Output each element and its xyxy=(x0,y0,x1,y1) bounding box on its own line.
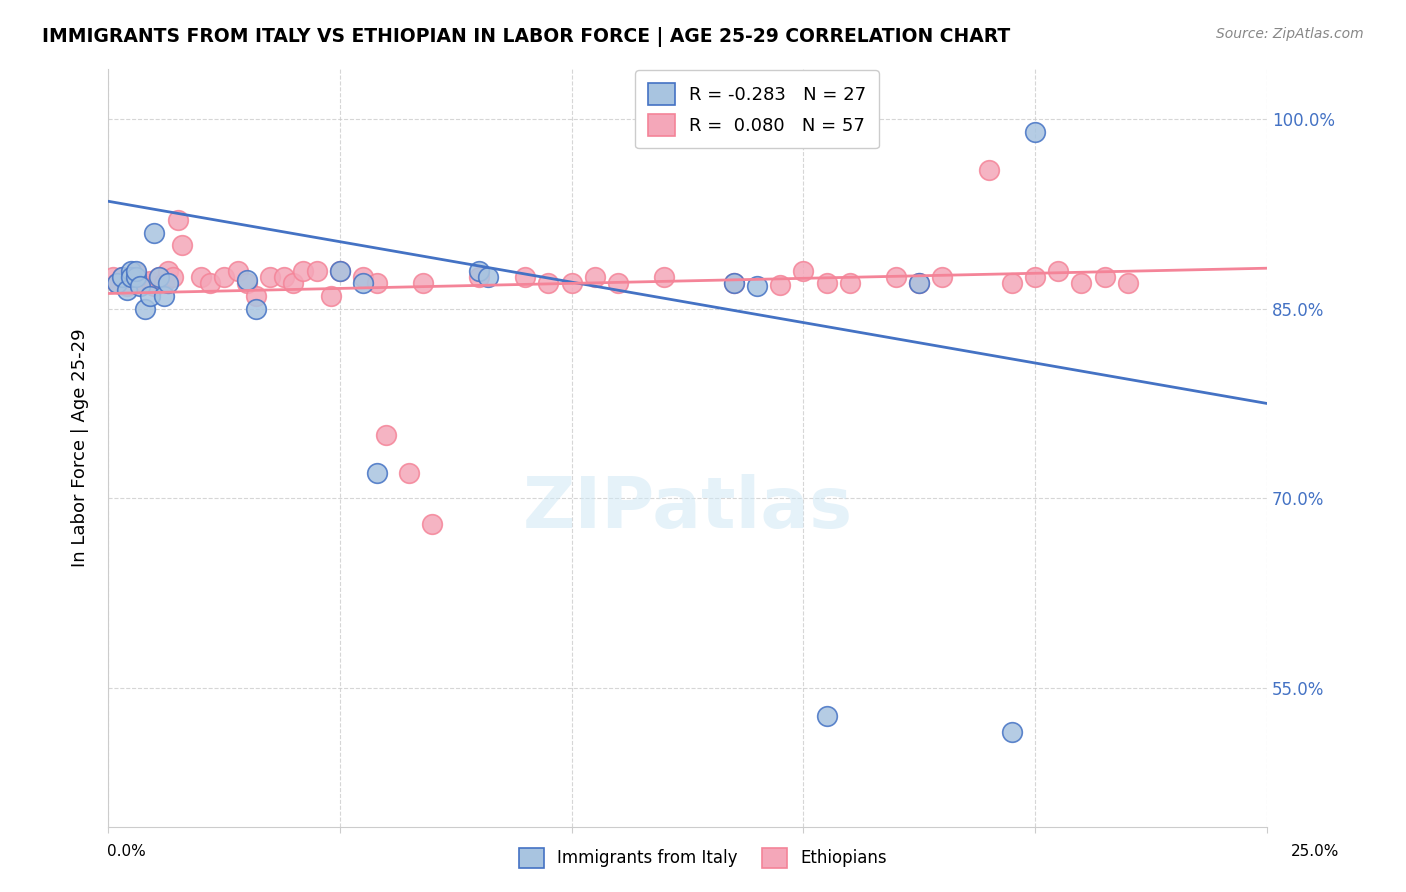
Point xyxy=(561,277,583,291)
Point xyxy=(111,270,134,285)
Point xyxy=(366,277,388,291)
Point xyxy=(291,264,314,278)
Point xyxy=(477,270,499,285)
Point xyxy=(884,270,907,285)
Point xyxy=(366,466,388,480)
Point xyxy=(283,277,305,291)
Point xyxy=(1047,264,1070,278)
Point xyxy=(1094,270,1116,285)
Point xyxy=(977,162,1000,177)
Legend: R = -0.283   N = 27, R =  0.080   N = 57: R = -0.283 N = 27, R = 0.080 N = 57 xyxy=(636,70,879,148)
Point xyxy=(769,277,792,292)
Point xyxy=(120,270,142,285)
Point xyxy=(606,277,628,291)
Point xyxy=(515,270,537,285)
Point xyxy=(329,264,352,278)
Point xyxy=(157,277,180,291)
Point xyxy=(166,213,188,227)
Point xyxy=(129,277,152,291)
Point xyxy=(815,277,838,291)
Point xyxy=(111,270,134,285)
Point xyxy=(329,264,352,278)
Point xyxy=(908,277,931,291)
Point xyxy=(143,226,166,240)
Point xyxy=(792,264,814,278)
Point xyxy=(838,277,860,291)
Point xyxy=(143,279,166,293)
Point xyxy=(212,270,235,285)
Point xyxy=(245,289,267,303)
Point xyxy=(723,277,745,291)
Point xyxy=(468,264,491,278)
Point xyxy=(198,277,221,291)
Point xyxy=(115,283,138,297)
Point xyxy=(1024,125,1046,139)
Point xyxy=(226,264,249,278)
Point xyxy=(138,274,160,288)
Point xyxy=(162,270,184,285)
Point xyxy=(120,270,142,285)
Point xyxy=(1001,277,1024,291)
Point xyxy=(931,270,953,285)
Text: 25.0%: 25.0% xyxy=(1291,845,1339,859)
Legend: Immigrants from Italy, Ethiopians: Immigrants from Italy, Ethiopians xyxy=(512,841,894,875)
Point xyxy=(148,270,170,285)
Point xyxy=(134,277,156,291)
Point xyxy=(273,270,295,285)
Point xyxy=(172,238,194,252)
Point xyxy=(319,289,342,303)
Point xyxy=(138,289,160,303)
Point xyxy=(105,277,128,291)
Point xyxy=(652,270,675,285)
Point xyxy=(125,264,148,278)
Point xyxy=(352,270,374,285)
Point xyxy=(468,270,491,285)
Point xyxy=(101,270,124,285)
Y-axis label: In Labor Force | Age 25-29: In Labor Force | Age 25-29 xyxy=(72,328,89,567)
Point xyxy=(129,279,152,293)
Point xyxy=(245,301,267,316)
Point xyxy=(152,277,174,291)
Point xyxy=(134,301,156,316)
Point xyxy=(583,270,606,285)
Point xyxy=(105,277,128,291)
Text: Source: ZipAtlas.com: Source: ZipAtlas.com xyxy=(1216,27,1364,41)
Point xyxy=(236,277,259,291)
Point xyxy=(152,289,174,303)
Point xyxy=(120,264,142,278)
Point xyxy=(148,270,170,285)
Point xyxy=(236,272,259,286)
Point xyxy=(412,277,434,291)
Point xyxy=(537,277,560,291)
Point xyxy=(422,516,444,531)
Point xyxy=(1116,277,1139,291)
Text: ZIPatlas: ZIPatlas xyxy=(523,474,852,543)
Point xyxy=(1070,277,1092,291)
Point xyxy=(157,264,180,278)
Point xyxy=(125,266,148,280)
Point xyxy=(398,466,420,480)
Text: 0.0%: 0.0% xyxy=(107,845,146,859)
Point xyxy=(125,270,148,285)
Point xyxy=(190,270,212,285)
Point xyxy=(305,264,328,278)
Point xyxy=(745,279,768,293)
Point xyxy=(115,279,138,293)
Point xyxy=(352,277,374,291)
Point xyxy=(375,428,398,442)
Point xyxy=(908,277,931,291)
Point xyxy=(723,277,745,291)
Point xyxy=(815,708,838,723)
Text: IMMIGRANTS FROM ITALY VS ETHIOPIAN IN LABOR FORCE | AGE 25-29 CORRELATION CHART: IMMIGRANTS FROM ITALY VS ETHIOPIAN IN LA… xyxy=(42,27,1011,46)
Point xyxy=(1001,725,1024,739)
Point xyxy=(1024,270,1046,285)
Point xyxy=(259,270,281,285)
